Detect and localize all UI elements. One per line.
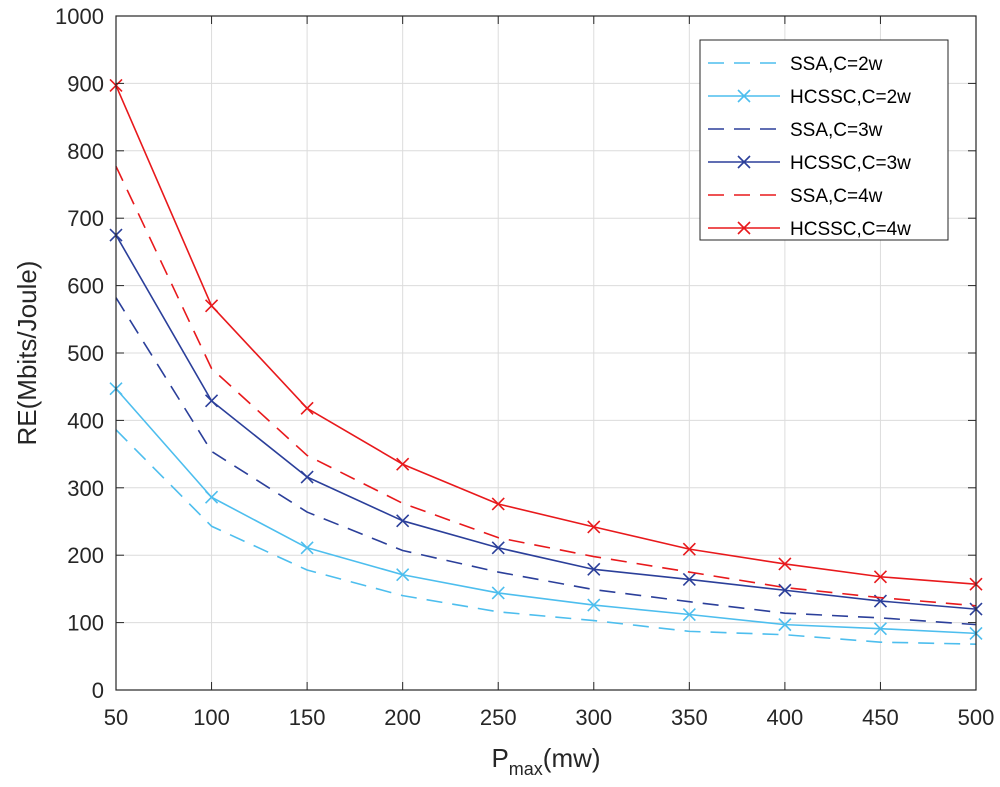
legend-entry-label: SSA,C=4w	[790, 186, 883, 207]
legend-entry-label: HCSSC,C=3w	[790, 153, 911, 174]
data-point-marker	[204, 394, 219, 408]
data-point-marker	[396, 457, 410, 471]
x-tick-label: 500	[958, 705, 995, 730]
x-tick-label: 400	[767, 705, 804, 730]
data-point-marker	[682, 572, 696, 587]
legend-entry-label: SSA,C=3w	[790, 120, 883, 141]
data-point-marker	[300, 470, 314, 484]
data-point-marker	[778, 583, 792, 597]
legend-box	[699, 39, 949, 241]
data-point-marker	[682, 542, 696, 556]
data-point-marker	[587, 520, 601, 534]
data-point-marker	[396, 568, 410, 582]
y-tick-label: 800	[67, 139, 104, 164]
x-tick-label: 250	[480, 705, 517, 730]
data-point-marker	[491, 586, 505, 600]
legend-entry-label: SSA,C=2w	[790, 54, 883, 75]
data-point-marker	[682, 607, 696, 622]
data-point-marker	[204, 299, 219, 313]
x-tick-label: 50	[104, 705, 128, 730]
x-tick-label: 150	[289, 705, 326, 730]
y-tick-label: 400	[67, 408, 104, 433]
y-tick-label: 500	[67, 341, 104, 366]
x-axis-label-unit: (mw)	[543, 743, 601, 773]
axis-ticks: 50 100 150 200 250 300 350 400 450 500 0 100 200 300 4…	[55, 4, 994, 730]
legend-marker-swatch	[737, 155, 751, 169]
y-tick-label: 600	[67, 274, 104, 299]
y-tick-label: 0	[92, 678, 104, 703]
x-axis-label: Pmax(mw)	[491, 743, 600, 779]
legend-marker-swatch	[737, 89, 751, 103]
data-point-marker	[300, 541, 314, 555]
x-axis-label-main: P	[491, 743, 508, 773]
data-point-marker	[778, 557, 792, 571]
series-line-HCSSC,C=3w	[115, 234, 977, 610]
data-point-marker	[204, 490, 219, 504]
data-point-marker	[300, 401, 314, 415]
data-point-marker	[873, 622, 888, 636]
series-line-HCSSC,C=2w	[115, 388, 977, 635]
series-line-SSA,C=2w	[115, 429, 977, 645]
x-tick-label: 300	[575, 705, 612, 730]
x-tick-label: 100	[193, 705, 230, 730]
y-tick-label: 1000	[55, 4, 104, 29]
x-tick-label: 450	[862, 705, 899, 730]
y-tick-label: 200	[67, 543, 104, 568]
legend-entry-label: HCSSC,C=2w	[790, 87, 911, 108]
series-line-SSA,C=3w	[115, 297, 977, 626]
data-point-marker	[491, 541, 505, 555]
series-line-SSA,C=4w	[115, 165, 977, 607]
data-point-marker	[491, 497, 505, 511]
x-tick-label: 200	[384, 705, 421, 730]
y-tick-label: 700	[67, 206, 104, 231]
data-point-marker	[778, 618, 792, 632]
data-point-marker	[873, 570, 888, 584]
y-axis-label: RE(Mbits/Joule)	[12, 261, 42, 446]
data-point-marker	[587, 562, 601, 576]
x-axis-label-subscript: max	[509, 759, 543, 779]
legend-marker-swatch	[737, 221, 751, 235]
legend: SSA,C=2w HCSSC,C=2w SSA,C=3w HCSSC,C=3w SSA,…	[699, 39, 949, 241]
series-line-HCSSC,C=4w	[115, 85, 977, 585]
y-tick-label: 900	[67, 71, 104, 96]
data-point-marker	[396, 514, 410, 528]
x-tick-label: 350	[671, 705, 708, 730]
data-point-marker	[587, 598, 601, 612]
y-tick-label: 100	[67, 611, 104, 636]
legend-entry-label: HCSSC,C=4w	[790, 219, 911, 240]
y-tick-label: 300	[67, 476, 104, 501]
